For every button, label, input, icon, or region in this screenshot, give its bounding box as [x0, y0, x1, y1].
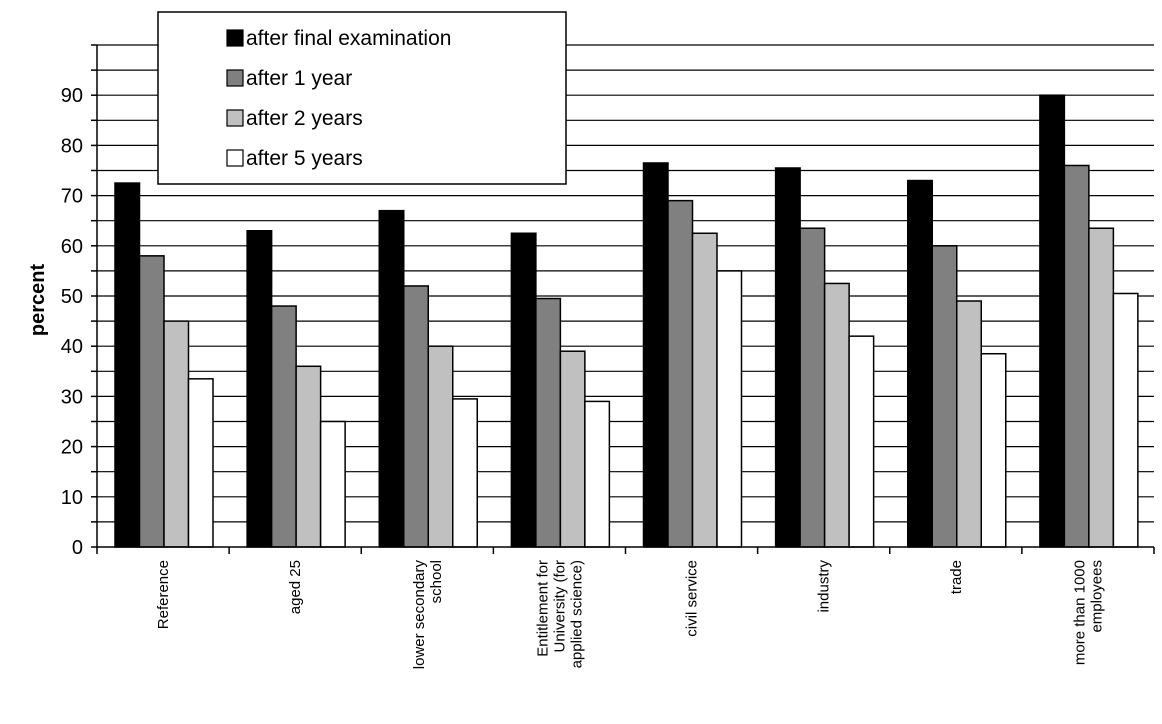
bars — [114, 94, 1139, 548]
bar — [270, 305, 297, 548]
x-category-label-line: applied science) — [568, 560, 585, 668]
bar — [1063, 164, 1090, 548]
x-category-label: trade — [948, 560, 965, 594]
y-tick-label: 40 — [61, 336, 83, 358]
legend-swatch — [226, 149, 244, 167]
bar — [980, 352, 1007, 548]
x-category-label-line: trade — [948, 560, 965, 594]
legend-label: after final examination — [246, 27, 451, 50]
y-tick-label: 70 — [61, 186, 83, 208]
x-category-label-line: school — [428, 560, 445, 603]
bar — [163, 320, 190, 548]
y-tick-label: 30 — [61, 386, 83, 408]
y-axis-ticks: 0 10 20 30 40 50 60 70 80 90 — [61, 44, 97, 559]
x-category-label-line: employees — [1088, 560, 1105, 633]
bar — [956, 300, 982, 548]
bar — [138, 255, 165, 548]
bar — [319, 420, 346, 548]
legend-label: after 2 years — [246, 107, 363, 130]
bar — [1039, 94, 1066, 548]
bar — [1088, 227, 1115, 548]
bar — [452, 398, 478, 548]
y-tick-label: 0 — [72, 537, 83, 559]
y-tick-label: 90 — [61, 85, 83, 107]
bar — [799, 227, 826, 548]
y-axis-label: percent — [27, 264, 49, 337]
x-category-label: lower secondary school — [411, 560, 445, 670]
legend-swatch — [226, 69, 244, 87]
x-category-label: Reference — [155, 560, 172, 629]
bar — [823, 282, 850, 548]
bar — [642, 162, 669, 548]
bar — [187, 378, 214, 548]
legend-box — [157, 11, 567, 185]
bar — [931, 245, 958, 548]
bar — [691, 232, 718, 548]
x-category-label: aged 25 — [287, 560, 304, 614]
legend: after final examination after 1 year after… — [157, 11, 567, 185]
bar — [535, 297, 562, 548]
y-tick-label: 80 — [61, 135, 83, 157]
legend-swatch — [226, 109, 244, 127]
bar — [427, 345, 454, 548]
legend-label: after 1 year — [246, 67, 352, 90]
bar — [774, 167, 801, 548]
bar — [848, 335, 875, 548]
bar — [907, 179, 933, 548]
bar — [584, 400, 611, 548]
y-tick-label: 20 — [61, 437, 83, 459]
bar — [246, 229, 273, 548]
legend-swatch — [226, 29, 244, 47]
x-category-label-line: Reference — [155, 560, 172, 629]
y-tick-label: 50 — [61, 286, 83, 308]
y-tick-label: 60 — [61, 236, 83, 258]
x-category-label-line: lower secondary — [411, 560, 428, 670]
x-category-label-line: industry — [816, 560, 833, 613]
x-category-label-line: aged 25 — [287, 560, 304, 614]
bar — [1112, 292, 1139, 548]
x-category-label: more than 1000 employees — [1071, 560, 1105, 665]
x-category-label: Entitlement for University (for applied sc… — [534, 560, 585, 668]
bar — [378, 209, 405, 548]
x-category-label: civil service — [684, 560, 701, 637]
bar — [716, 270, 743, 548]
bar — [403, 285, 429, 548]
x-category-label-line: civil service — [684, 560, 701, 637]
x-category-label: industry — [816, 560, 833, 613]
bar — [295, 365, 322, 548]
legend-label: after 5 years — [246, 147, 363, 170]
bar — [667, 199, 694, 548]
x-axis-categories: Reference aged 25 lower secondary school Ent… — [96, 547, 1155, 670]
x-category-label-line: University (for — [551, 560, 568, 653]
x-category-label-line: more than 1000 — [1071, 560, 1088, 665]
y-tick-label: 10 — [61, 487, 83, 509]
x-category-label-line: Entitlement for — [534, 560, 551, 657]
bar — [510, 232, 537, 548]
bar — [114, 182, 141, 548]
bar — [559, 350, 586, 548]
